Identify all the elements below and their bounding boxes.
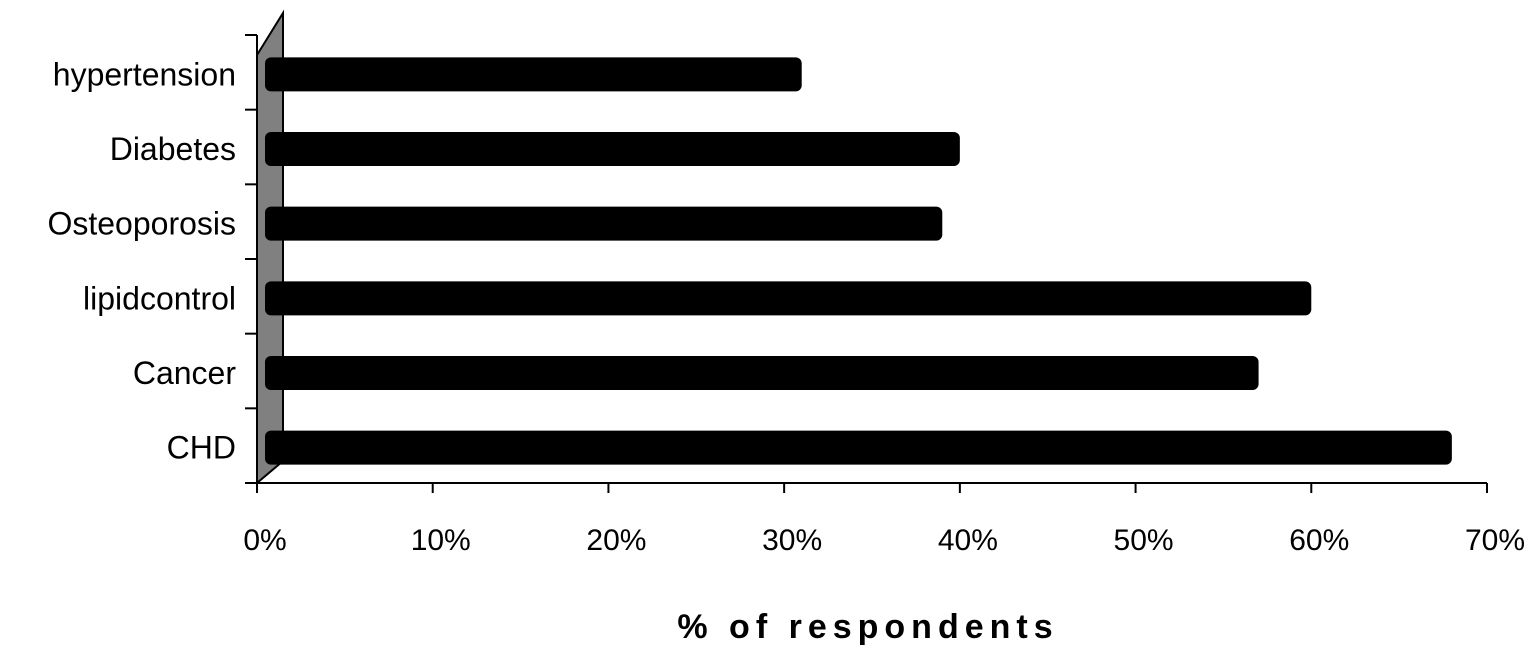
x-tick-label: 60% (1289, 524, 1349, 557)
x-tick-labels: 0% 10% 20% 30% 40% 50% 60% 70% (243, 524, 1525, 557)
x-tick-label: 0% (243, 524, 286, 557)
category-label: Diabetes (110, 131, 236, 167)
bar (265, 57, 802, 92)
category-labels: hypertension Diabetes Osteoporosis lipidcon… (47, 56, 236, 465)
category-label: Cancer (133, 355, 237, 391)
x-tick-label: 40% (938, 524, 998, 557)
chart-bars (265, 57, 1452, 465)
chart-axes (245, 34, 1488, 493)
category-label: lipidcontrol (83, 280, 236, 316)
bar (265, 356, 1259, 390)
x-tick-label: 10% (411, 524, 471, 557)
bar (265, 206, 943, 241)
category-label: hypertension (53, 56, 236, 92)
x-tick-label: 70% (1465, 524, 1525, 557)
category-label: Osteoporosis (47, 206, 236, 242)
x-axis-title: % of respondents (677, 608, 1058, 646)
bar (265, 132, 960, 166)
x-tick-label: 30% (762, 524, 822, 557)
bar (265, 430, 1452, 465)
x-tick-label: 20% (586, 524, 646, 557)
category-label: CHD (167, 430, 236, 466)
x-tick-label: 50% (1114, 524, 1174, 557)
bar (265, 281, 1312, 316)
